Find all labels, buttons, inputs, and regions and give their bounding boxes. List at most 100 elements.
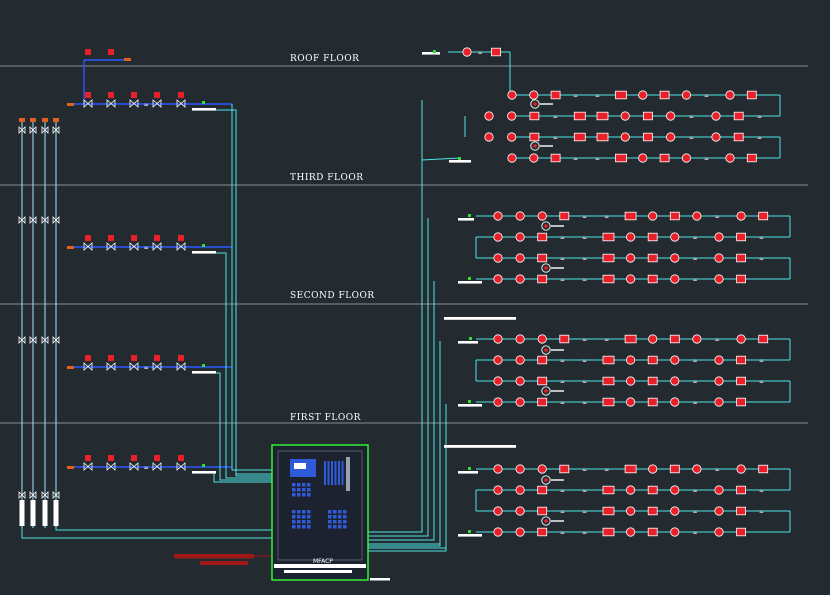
power-feed-bar bbox=[200, 561, 248, 565]
panel-label: MFACP bbox=[313, 558, 333, 565]
square-call-point-icon bbox=[550, 90, 561, 100]
sounder-icon bbox=[544, 348, 548, 352]
sounder-icon: ≈ bbox=[595, 155, 599, 163]
module-icon bbox=[192, 471, 216, 474]
riser-cap bbox=[42, 118, 48, 122]
module-icon bbox=[202, 101, 205, 104]
circle-detector-icon bbox=[714, 397, 724, 407]
panel-button bbox=[302, 483, 306, 487]
sprinkler-head-icon bbox=[129, 462, 139, 471]
circle-detector-icon bbox=[493, 253, 503, 263]
sounder-icon: ≈ bbox=[560, 487, 564, 495]
circle-detector-icon bbox=[625, 485, 636, 495]
square-call-point-icon bbox=[615, 90, 627, 100]
sounder-icon: ≈ bbox=[757, 134, 761, 142]
sounder-icon: ≈ bbox=[715, 466, 719, 474]
sprinkler-head-icon bbox=[178, 455, 184, 461]
sounder-icon: ≈ bbox=[573, 92, 577, 100]
circle-detector-icon bbox=[665, 132, 676, 142]
sounder-icon: ≈ bbox=[704, 92, 708, 100]
sprinkler-head-icon bbox=[131, 355, 137, 361]
circle-detector-icon bbox=[515, 253, 525, 263]
square-call-point-icon bbox=[643, 132, 653, 142]
sounder-icon bbox=[530, 99, 540, 109]
square-call-point-icon bbox=[746, 90, 757, 100]
square-call-point-icon bbox=[559, 211, 570, 221]
circle-detector-icon bbox=[493, 397, 503, 407]
square-call-point-icon bbox=[736, 527, 746, 537]
sprinkler-head-icon bbox=[85, 455, 91, 461]
wire bbox=[368, 281, 435, 541]
square-call-point-icon bbox=[537, 527, 548, 537]
wire bbox=[235, 112, 272, 475]
valve-icon bbox=[52, 491, 60, 499]
square-call-point-icon bbox=[537, 232, 548, 242]
sprinkler-head-icon bbox=[83, 99, 93, 108]
panel-button bbox=[307, 525, 311, 529]
sprinkler-cap bbox=[67, 366, 74, 369]
wire bbox=[368, 471, 447, 552]
square-call-point-icon bbox=[596, 132, 609, 142]
sounder-icon bbox=[541, 475, 551, 485]
sounder-icon: ≈ bbox=[478, 49, 482, 57]
circle-detector-icon bbox=[493, 274, 503, 284]
sounder-icon: ≈ bbox=[693, 487, 697, 495]
module-icon bbox=[458, 471, 478, 474]
panel-button bbox=[338, 510, 342, 514]
sounder-icon: ≈ bbox=[689, 134, 693, 142]
circle-detector-icon bbox=[537, 334, 547, 344]
sounder-icon bbox=[533, 144, 537, 148]
circle-detector-icon bbox=[515, 211, 525, 221]
circle-detector-icon bbox=[515, 232, 525, 242]
square-call-point-icon bbox=[573, 132, 586, 142]
panel-button bbox=[333, 515, 337, 519]
circle-detector-icon bbox=[537, 211, 547, 221]
valve-icon bbox=[52, 336, 60, 344]
valve-icon bbox=[52, 126, 60, 134]
module-icon bbox=[202, 464, 205, 467]
sounder-icon: ≈ bbox=[582, 336, 586, 344]
main-fire-alarm-control-panel[interactable] bbox=[271, 444, 390, 581]
valve-icon bbox=[29, 216, 37, 224]
sounder-icon: ≈ bbox=[582, 276, 586, 284]
floor-label-third: THIRD FLOOR bbox=[290, 173, 364, 183]
module-icon bbox=[458, 281, 482, 284]
square-call-point-icon bbox=[736, 274, 746, 284]
module-icon bbox=[458, 157, 461, 160]
wire bbox=[368, 341, 441, 545]
wire bbox=[368, 218, 429, 537]
circle-detector-icon bbox=[507, 153, 517, 163]
sprinkler-head-icon bbox=[176, 242, 186, 251]
circle-detector-icon bbox=[681, 90, 692, 100]
circle-detector-icon bbox=[670, 397, 680, 407]
panel-button bbox=[292, 510, 296, 514]
square-call-point-icon bbox=[647, 485, 658, 495]
circle-detector-icon bbox=[670, 355, 680, 365]
circle-detector-icon bbox=[670, 274, 680, 284]
square-call-point-icon bbox=[537, 376, 548, 386]
module-icon bbox=[449, 160, 471, 163]
wire bbox=[421, 100, 461, 161]
panel-button bbox=[292, 520, 296, 524]
sounder-icon: ≈ bbox=[582, 508, 586, 516]
square-call-point-icon bbox=[736, 232, 746, 242]
square-call-point-icon bbox=[669, 211, 680, 221]
riser-cap bbox=[53, 118, 59, 122]
sprinkler-head-icon bbox=[108, 455, 114, 461]
circle-detector-icon bbox=[670, 253, 680, 263]
riser-base bbox=[53, 500, 59, 526]
square-call-point-icon bbox=[624, 211, 637, 221]
sounder-icon bbox=[544, 266, 548, 270]
sprinkler-head-icon bbox=[108, 92, 114, 98]
circle-detector-icon bbox=[537, 464, 547, 474]
square-call-point-icon bbox=[736, 253, 746, 263]
square-call-point-icon bbox=[659, 153, 670, 163]
sounder-icon: ≈ bbox=[759, 255, 763, 263]
circle-detector-icon bbox=[493, 485, 503, 495]
panel-button bbox=[292, 515, 296, 519]
square-call-point-icon bbox=[758, 464, 769, 474]
wire bbox=[368, 534, 441, 547]
sounder-icon: ≈ bbox=[553, 113, 557, 121]
sprinkler-head-icon bbox=[106, 462, 116, 471]
circle-detector-icon bbox=[620, 111, 630, 121]
